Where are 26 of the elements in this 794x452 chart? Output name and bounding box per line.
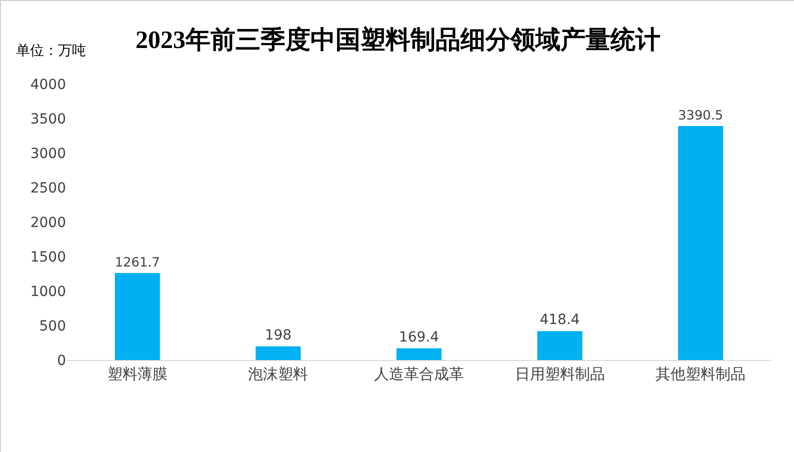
y-tick-label: 500 xyxy=(39,318,66,334)
y-tick-label: 1000 xyxy=(30,284,66,300)
y-tick-label: 2000 xyxy=(30,214,66,231)
y-tick-label: 3000 xyxy=(30,146,66,162)
x-tick-label: 塑料薄膜 xyxy=(107,365,168,383)
x-tick-label: 其他塑料制品 xyxy=(656,365,746,383)
y-axis-title: 单位：万吨 xyxy=(16,43,86,59)
x-tick-label: 泡沫塑料 xyxy=(248,365,308,383)
y-tick-label: 1500 xyxy=(30,249,66,266)
x-tick-label: 日用塑料制品 xyxy=(514,365,605,383)
data-label: 1261.7 xyxy=(114,255,160,270)
y-tick-label: 2500 xyxy=(30,180,66,196)
y-tick-label: 4000 xyxy=(30,76,66,93)
data-label: 169.4 xyxy=(398,329,440,346)
data-label: 198 xyxy=(264,327,292,344)
chart-title: 2023年前三季度中国塑料制品细分领域产量统计 xyxy=(136,25,660,54)
y-tick-label: 3500 xyxy=(30,111,66,128)
bar xyxy=(256,346,301,360)
bar xyxy=(678,126,724,360)
bar xyxy=(396,348,442,360)
bar xyxy=(537,331,582,360)
x-tick-label: 人造革合成革 xyxy=(374,365,464,383)
bar xyxy=(114,272,160,360)
data-label: 3390.5 xyxy=(678,108,724,124)
y-tick-label: 0 xyxy=(57,352,66,369)
data-label: 418.4 xyxy=(540,312,580,328)
